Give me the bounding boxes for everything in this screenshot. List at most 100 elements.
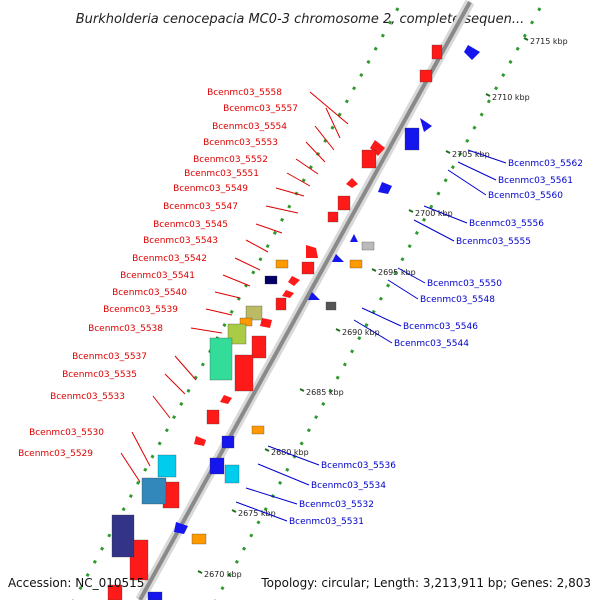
feature-cds bbox=[224, 464, 240, 484]
tick-dot bbox=[465, 138, 470, 143]
scale-tick-label: 2705 kbp bbox=[452, 150, 490, 159]
tick-dot bbox=[280, 217, 285, 222]
leader-line bbox=[257, 463, 310, 486]
gene-label-left[interactable]: Bcenmc03_5533 bbox=[50, 392, 125, 402]
tick-dot bbox=[393, 270, 398, 275]
tick-dot bbox=[136, 480, 141, 485]
feature-cds bbox=[327, 211, 339, 223]
tick-dot bbox=[143, 467, 148, 472]
tick-dot bbox=[227, 572, 232, 578]
leader-line bbox=[255, 223, 283, 234]
tick-dot bbox=[352, 86, 357, 91]
gene-labels[interactable]: Bcenmc03_5558 Bcenmc03_5557 Bcenmc03_5554 B… bbox=[18, 88, 583, 527]
gene-label-right[interactable]: Bcenmc03_5536 bbox=[321, 461, 396, 471]
gene-label-left[interactable]: Bcenmc03_5554 bbox=[212, 122, 287, 132]
gene-label-left[interactable]: Bcenmc03_5537 bbox=[72, 352, 147, 362]
scale-tick-mark bbox=[408, 209, 414, 213]
tick-dot bbox=[263, 507, 268, 512]
topology-summary: Topology: circular; Length: 3,213,911 bp… bbox=[260, 576, 591, 590]
feature-cds bbox=[141, 477, 167, 505]
feature-cds bbox=[191, 533, 207, 545]
gene-label-left[interactable]: Bcenmc03_5541 bbox=[120, 271, 195, 281]
tick-dot bbox=[314, 415, 319, 420]
tick-dot bbox=[380, 33, 385, 38]
feature-cds-arrow bbox=[220, 395, 232, 404]
feature-cds-arrow bbox=[346, 178, 358, 188]
gene-label-left[interactable]: Bcenmc03_5557 bbox=[223, 104, 298, 114]
feature-cds bbox=[361, 241, 375, 251]
gene-label-right[interactable]: Bcenmc03_5532 bbox=[299, 500, 374, 510]
tick-dot bbox=[458, 151, 463, 157]
gene-label-left[interactable]: Bcenmc03_5549 bbox=[173, 184, 248, 194]
scale-tick-label: 2690 kbp bbox=[342, 328, 380, 337]
scale-tick-label: 2685 kbp bbox=[306, 388, 344, 397]
feature-cds-arrow bbox=[194, 436, 206, 446]
feature-cds bbox=[107, 584, 123, 600]
gene-label-left[interactable]: Bcenmc03_5542 bbox=[132, 254, 207, 264]
leader-line bbox=[423, 205, 468, 224]
gene-label-left[interactable]: Bcenmc03_5552 bbox=[193, 155, 268, 165]
feature-cds bbox=[251, 335, 267, 359]
gene-label-right[interactable]: Bcenmc03_5548 bbox=[420, 295, 495, 305]
gene-label-left[interactable]: Bcenmc03_5551 bbox=[184, 169, 259, 179]
scale-tick-mark bbox=[197, 570, 203, 574]
gene-label-left[interactable]: Bcenmc03_5543 bbox=[143, 236, 218, 246]
gene-label-left[interactable]: Bcenmc03_5553 bbox=[203, 138, 278, 148]
feature-cds-arrow bbox=[174, 522, 188, 534]
tick-dot bbox=[414, 230, 419, 235]
tick-dot bbox=[494, 86, 499, 91]
gene-label-right[interactable]: Bcenmc03_5560 bbox=[488, 191, 563, 201]
scale-tick-label: 2695 kbp bbox=[378, 268, 416, 277]
leader-line bbox=[205, 308, 233, 316]
feature-cds-arrow bbox=[260, 318, 272, 328]
gene-label-right[interactable]: Bcenmc03_5531 bbox=[289, 517, 364, 527]
gene-label-right[interactable]: Bcenmc03_5550 bbox=[427, 279, 502, 289]
feature-cds bbox=[404, 127, 420, 151]
gene-label-right[interactable]: Bcenmc03_5534 bbox=[311, 481, 386, 491]
tick-dot bbox=[472, 125, 477, 130]
gene-label-left[interactable]: Bcenmc03_5558 bbox=[207, 88, 282, 98]
leader-line bbox=[397, 267, 426, 284]
tick-dot bbox=[344, 99, 349, 104]
chromosome-backbone bbox=[135, 0, 475, 600]
feature-cds bbox=[431, 44, 443, 60]
tick-dot bbox=[251, 270, 256, 275]
tick-dot bbox=[479, 112, 484, 117]
gene-label-right[interactable]: Bcenmc03_5546 bbox=[403, 322, 478, 332]
gene-label-left[interactable]: Bcenmc03_5530 bbox=[29, 428, 104, 438]
leader-line bbox=[131, 431, 151, 467]
leader-line bbox=[325, 107, 341, 139]
tick-dot bbox=[92, 559, 97, 564]
gene-label-right[interactable]: Bcenmc03_5555 bbox=[456, 237, 531, 247]
gene-label-left[interactable]: Bcenmc03_5535 bbox=[62, 370, 137, 380]
gene-label-left[interactable]: Bcenmc03_5538 bbox=[88, 324, 163, 334]
feature-cds bbox=[361, 149, 377, 169]
tick-dot bbox=[386, 283, 391, 288]
tick-dot bbox=[328, 388, 333, 393]
tick-dot bbox=[258, 257, 263, 262]
gene-label-right[interactable]: Bcenmc03_5544 bbox=[394, 339, 469, 349]
feature-cds-arrow bbox=[420, 118, 432, 132]
tick-dot bbox=[522, 33, 527, 38]
gene-label-left[interactable]: Bcenmc03_5545 bbox=[153, 220, 228, 230]
leader-line bbox=[190, 327, 223, 334]
tick-dot bbox=[308, 165, 313, 170]
gene-label-right[interactable]: Bcenmc03_5561 bbox=[498, 176, 573, 186]
gene-label-left[interactable]: Bcenmc03_5529 bbox=[18, 449, 93, 459]
feature-cds bbox=[111, 514, 135, 558]
feature-cds-arrow bbox=[282, 290, 294, 298]
gene-label-left[interactable]: Bcenmc03_5540 bbox=[112, 288, 187, 298]
leader-line bbox=[314, 125, 335, 151]
leader-line bbox=[286, 172, 311, 187]
gene-label-right[interactable]: Bcenmc03_5556 bbox=[469, 219, 544, 229]
gene-label-left[interactable]: Bcenmc03_5539 bbox=[103, 305, 178, 315]
gene-label-left[interactable]: Bcenmc03_5547 bbox=[163, 202, 238, 212]
feature-cds bbox=[206, 409, 220, 425]
scale-tick-label: 2710 kbp bbox=[492, 93, 530, 102]
tick-dot bbox=[265, 244, 270, 249]
tick-dot bbox=[299, 441, 304, 446]
feature-cds-arrow bbox=[332, 254, 344, 262]
gene-label-right[interactable]: Bcenmc03_5562 bbox=[508, 159, 583, 169]
scale-tick-mark bbox=[445, 150, 451, 154]
tick-dot bbox=[359, 73, 364, 78]
